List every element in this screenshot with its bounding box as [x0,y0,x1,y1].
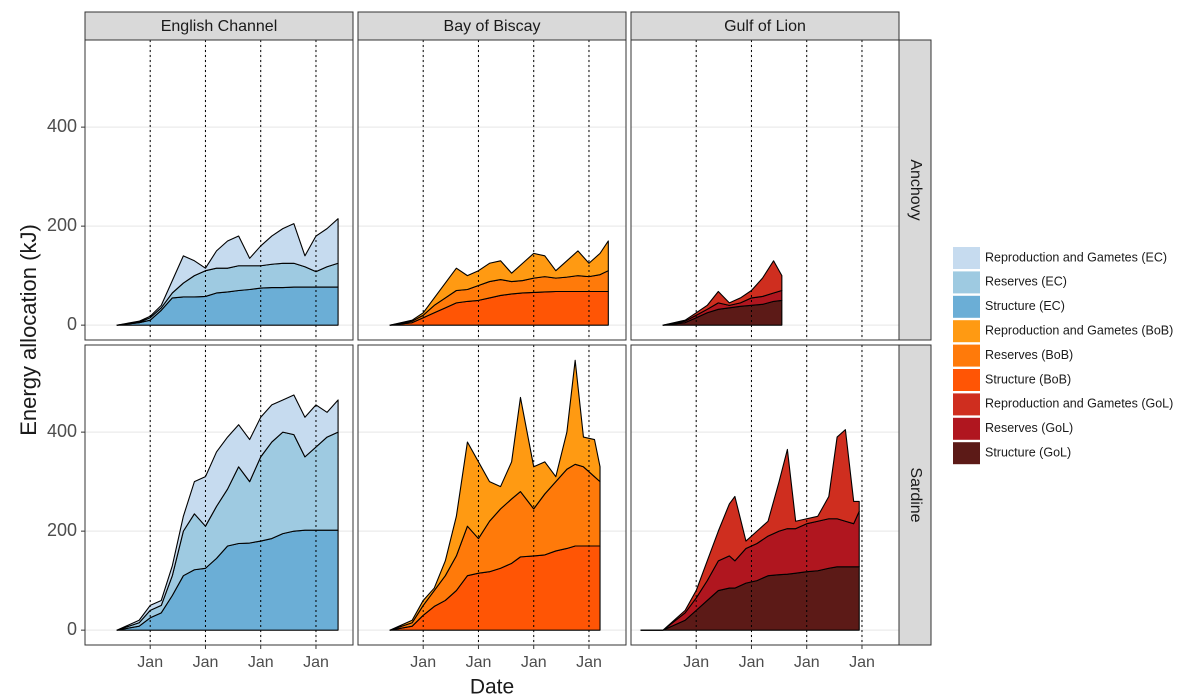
y-tick-label: 0 [67,619,77,639]
x-tick-label: Jan [193,654,219,671]
facet-strip [898,344,932,646]
legend-label: Reproduction and Gametes (EC) [985,250,1167,264]
facet-strip [84,11,354,41]
area-segment [662,260,783,326]
x-tick-label: Jan [576,654,602,671]
y-tick-label: 400 [47,421,77,441]
x-tick-label: Jan [683,654,709,671]
legend-label: Structure (GoL) [985,445,1071,459]
legend-key [953,417,980,440]
legend-label: Reserves (EC) [985,275,1067,289]
x-tick-label: Jan [849,654,875,671]
x-tick-label: Jan [410,654,436,671]
facet-strip-label: Sardine [907,467,924,522]
legend-key [953,393,980,416]
legend-key [953,320,980,343]
y-axis-label: Energy allocation (kJ) [16,224,41,436]
legend-key [953,271,980,294]
area-segment [116,218,339,326]
legend-label: Reserves (BoB) [985,348,1073,362]
legend-key [953,295,980,318]
facet-strip [898,39,932,341]
y-tick-label: 200 [47,215,77,235]
area-segment [116,394,339,631]
legend-label: Structure (BoB) [985,372,1071,386]
x-tick-label: Jan [521,654,547,671]
x-tick-label: Jan [466,654,492,671]
facet-strip-label: Bay of Biscay [444,18,541,35]
x-tick-label: Jan [137,654,163,671]
panel-border [357,39,627,341]
area-segment [389,240,609,326]
legend-key [953,442,980,465]
x-tick-label: Jan [794,654,820,671]
y-tick-label: 200 [47,520,77,540]
panel-border [84,344,354,646]
legend-key [953,247,980,269]
legend-key [953,344,980,367]
facet-strip [357,11,627,41]
panel-border [630,39,900,341]
x-tick-label: Jan [248,654,274,671]
legend-label: Reproduction and Gametes (GoL) [985,397,1173,411]
area-segment [389,359,601,631]
legend-label: Reproduction and Gametes (BoB) [985,323,1173,337]
x-tick-label: Jan [739,654,765,671]
panel-border [84,39,354,341]
y-tick-label: 0 [67,314,77,334]
facet-strip [630,11,900,41]
panel-border [357,344,627,646]
x-axis-label: Date [470,676,514,699]
y-tick-label: 400 [47,116,77,136]
panel-border [630,344,900,646]
legend-key [953,369,980,391]
x-tick-label: Jan [303,654,329,671]
facet-strip-label: Gulf of Lion [724,18,806,35]
facet-strip-label: Anchovy [907,159,924,220]
legend-label: Reserves (GoL) [985,421,1073,435]
legend-label: Structure (EC) [985,299,1065,313]
area-segment [640,429,860,631]
facet-strip-label: English Channel [161,18,278,35]
